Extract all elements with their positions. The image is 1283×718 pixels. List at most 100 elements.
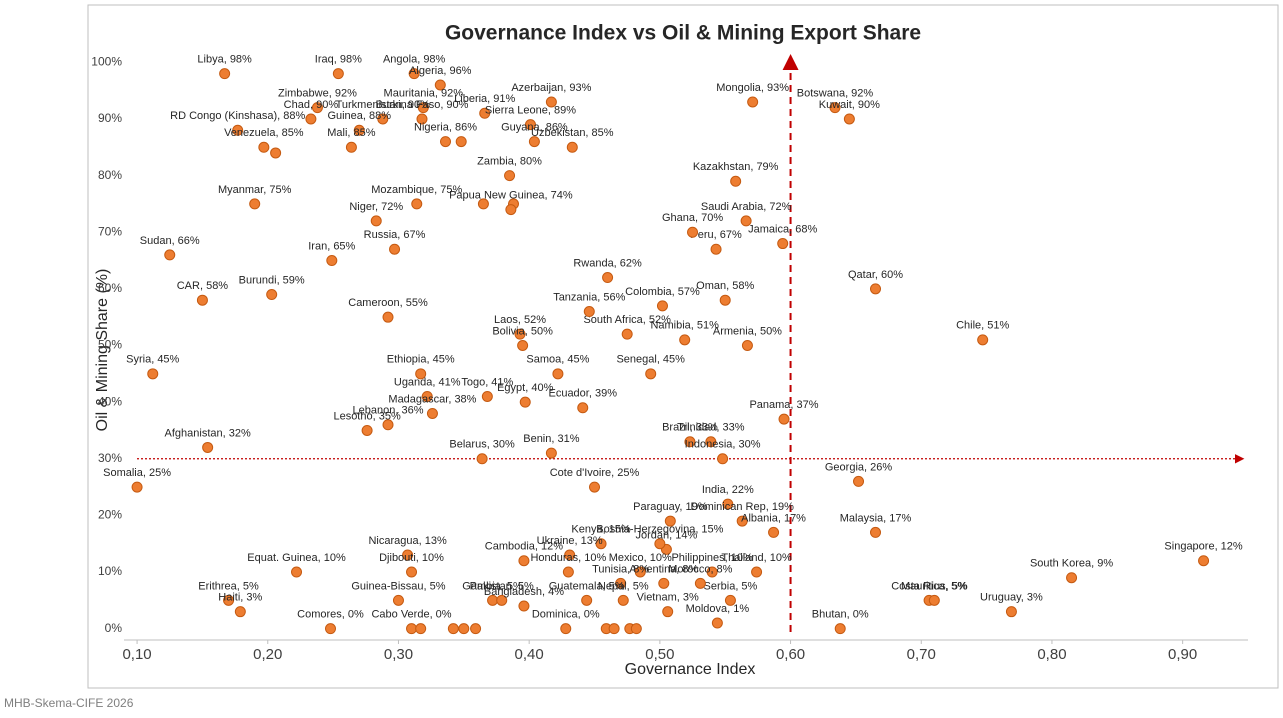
data-point <box>415 623 427 635</box>
point-label: Moldova, 1% <box>686 603 750 615</box>
data-point <box>711 617 723 629</box>
data-point <box>147 368 159 380</box>
data-point <box>656 300 668 312</box>
point-label: Chad, 90% <box>284 99 339 111</box>
data-point <box>630 623 642 635</box>
data-point <box>406 623 418 635</box>
data-point <box>131 481 143 493</box>
data-point <box>870 526 882 538</box>
point-label: Georgia, 26% <box>825 461 892 473</box>
point-label: Djibouti, 10% <box>379 552 444 564</box>
data-point <box>518 600 530 612</box>
point-label: Botswana, 92% <box>797 88 874 100</box>
point-label: Venezuela, 85% <box>224 127 304 139</box>
data-point <box>829 102 841 114</box>
point-label: Syria, 45% <box>126 354 179 366</box>
point-label: Sierra Leone, 89% <box>485 105 576 117</box>
y-tick-label: 90% <box>98 111 122 125</box>
data-point <box>545 96 557 108</box>
point-label: Sudan, 66% <box>140 235 200 247</box>
data-point <box>928 594 940 606</box>
point-label: Trinidad, 33% <box>677 422 745 434</box>
data-point <box>740 215 752 227</box>
point-label: South Korea, 9% <box>1030 558 1113 570</box>
point-label: Armenia, 50% <box>713 325 782 337</box>
data-point <box>741 340 753 351</box>
point-label: Comores, 0% <box>297 609 364 621</box>
point-label: Serbia, 5% <box>704 580 758 592</box>
y-tick-label: 20% <box>98 508 122 522</box>
point-label: Tanzania, 56% <box>553 291 625 303</box>
chart-title: Governance Index vs Oil & Mining Export … <box>445 22 921 45</box>
point-label: Guinea, 88% <box>327 110 391 122</box>
point-label: Philippines, 10% <box>671 552 753 564</box>
point-label: Russia, 67% <box>364 229 426 241</box>
point-label: Gambia, 5% <box>462 580 523 592</box>
data-point <box>402 549 414 561</box>
data-point <box>751 566 763 578</box>
point-label: Mali, 85% <box>327 127 376 139</box>
point-label: Dominica, 0% <box>532 609 600 621</box>
point-label: Cambodia, 12% <box>485 541 563 553</box>
data-point <box>977 334 989 346</box>
data-point <box>411 198 423 210</box>
point-label: Cote d'Ivoire, 25% <box>550 467 640 479</box>
data-point <box>455 136 467 148</box>
point-label: Honduras, 10% <box>530 552 606 564</box>
data-point <box>232 124 244 136</box>
point-label: Jamaica, 68% <box>748 223 817 235</box>
point-label: Qatar, 60% <box>848 269 903 281</box>
data-point <box>717 453 729 465</box>
data-point <box>1005 606 1017 618</box>
data-point <box>196 294 208 306</box>
y-tick-label: 0% <box>105 621 123 635</box>
data-point <box>311 102 323 114</box>
point-label: Zambia, 80% <box>477 156 542 168</box>
data-point <box>291 566 303 578</box>
y-tick-label: 70% <box>98 224 122 238</box>
x-tick-label: 0,20 <box>253 646 282 663</box>
point-label: Saudi Arabia, 72% <box>701 201 792 213</box>
point-label: Erithrea, 5% <box>198 580 259 592</box>
data-point <box>617 594 629 606</box>
data-point <box>562 566 574 578</box>
x-tick-label: 0,60 <box>776 646 805 663</box>
data-point <box>1066 572 1078 584</box>
data-point <box>870 283 882 295</box>
y-tick-label: 60% <box>98 281 122 295</box>
point-label: Bangladesh, 4% <box>484 586 564 598</box>
point-label: Senegal, 45% <box>616 354 685 366</box>
point-label: Colombia, 57% <box>625 286 700 298</box>
point-label: Azerbaijan, 93% <box>511 82 591 94</box>
data-point <box>479 107 491 119</box>
data-point <box>736 515 748 527</box>
chart-frame <box>87 4 1279 689</box>
point-label: Chile, 51% <box>956 320 1009 332</box>
data-point <box>416 113 428 125</box>
point-label: Somalia, 25% <box>103 467 171 479</box>
point-label: Bhutan, 0% <box>812 609 869 621</box>
point-label: Lesotho, 35% <box>333 410 400 422</box>
data-point <box>524 119 536 131</box>
data-point <box>768 526 780 538</box>
point-label: Togo, 41% <box>461 376 513 388</box>
point-label: South Africa, 52% <box>583 314 671 326</box>
data-point <box>505 204 517 216</box>
point-label: Mozambique, 75% <box>371 184 462 196</box>
data-point <box>664 515 676 527</box>
point-label: Laos, 52% <box>494 314 546 326</box>
point-label: Argentina, 8% <box>629 563 698 575</box>
point-label: Guinea-Bissau, 5% <box>351 580 445 592</box>
data-point <box>560 623 572 635</box>
data-point <box>552 368 564 380</box>
data-point <box>853 475 865 487</box>
data-point <box>504 170 516 182</box>
point-label: Malaysia, 17% <box>840 512 912 524</box>
data-point <box>518 555 530 567</box>
data-point <box>270 147 282 159</box>
point-label: Uruguay, 3% <box>980 592 1043 604</box>
data-point <box>325 623 337 635</box>
point-label: Nigeria, 86% <box>414 122 477 134</box>
data-point <box>249 198 261 210</box>
